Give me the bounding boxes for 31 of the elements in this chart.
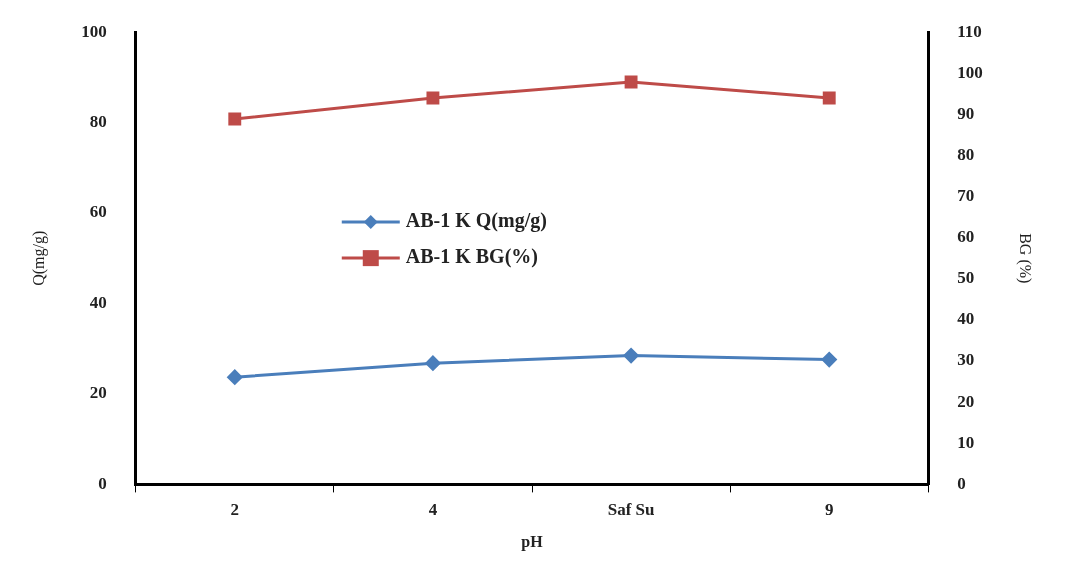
x-tick-label: 2 — [230, 499, 240, 519]
point — [426, 91, 440, 105]
y2-tick-label: 0 — [957, 473, 966, 493]
x-axis-title: pH — [521, 532, 544, 551]
y2-tick-label: 10 — [957, 432, 975, 452]
legend-label: AB-1 K Q(mg/g) — [405, 209, 547, 233]
point — [624, 75, 638, 89]
x-tick-label: 4 — [428, 499, 438, 519]
y2-tick-label: 90 — [957, 103, 975, 123]
y2-tick-label: 80 — [957, 144, 975, 164]
legend-label: AB-1 K BG(%) — [405, 245, 538, 269]
point — [822, 91, 836, 105]
y-tick-label: 100 — [81, 21, 107, 41]
y-axis-title: Q(mg/g) — [29, 230, 48, 286]
y2-axis-title: BG (%) — [1016, 233, 1035, 284]
y2-tick-label: 60 — [957, 227, 975, 247]
x-tick-label: 9 — [824, 499, 834, 519]
x-tick-label: Saf Su — [607, 499, 655, 519]
y-tick-label: 20 — [89, 383, 107, 403]
y-tick-label: 0 — [98, 473, 107, 493]
y-tick-label: 60 — [89, 202, 107, 222]
y-tick-label: 80 — [89, 112, 107, 132]
y2-tick-label: 30 — [957, 350, 975, 370]
y2-tick-label: 70 — [957, 186, 975, 206]
y2-tick-label: 100 — [957, 62, 983, 82]
y-tick-label: 40 — [89, 292, 107, 312]
y2-tick-label: 20 — [957, 391, 975, 411]
y2-tick-label: 50 — [957, 268, 975, 288]
y2-tick-label: 110 — [957, 21, 982, 41]
point — [228, 112, 242, 126]
y2-tick-label: 40 — [957, 309, 975, 329]
